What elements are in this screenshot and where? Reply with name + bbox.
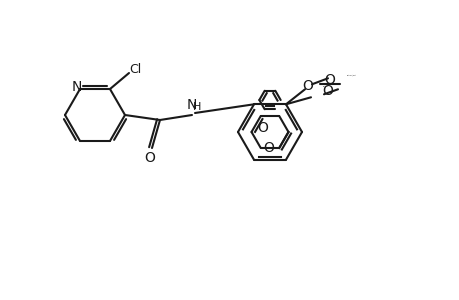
Text: O: O <box>324 73 335 87</box>
Text: O: O <box>322 84 333 98</box>
Text: N: N <box>72 80 82 94</box>
Text: Methoxy: Methoxy <box>322 86 328 87</box>
Text: N: N <box>186 98 197 112</box>
Text: O: O <box>144 151 155 165</box>
Text: Cl: Cl <box>129 62 141 76</box>
Text: O: O <box>263 141 274 155</box>
Text: O: O <box>257 121 268 135</box>
Text: O: O <box>302 79 313 93</box>
Text: Methoxy_text: Methoxy_text <box>347 74 356 76</box>
Text: H: H <box>192 102 201 112</box>
